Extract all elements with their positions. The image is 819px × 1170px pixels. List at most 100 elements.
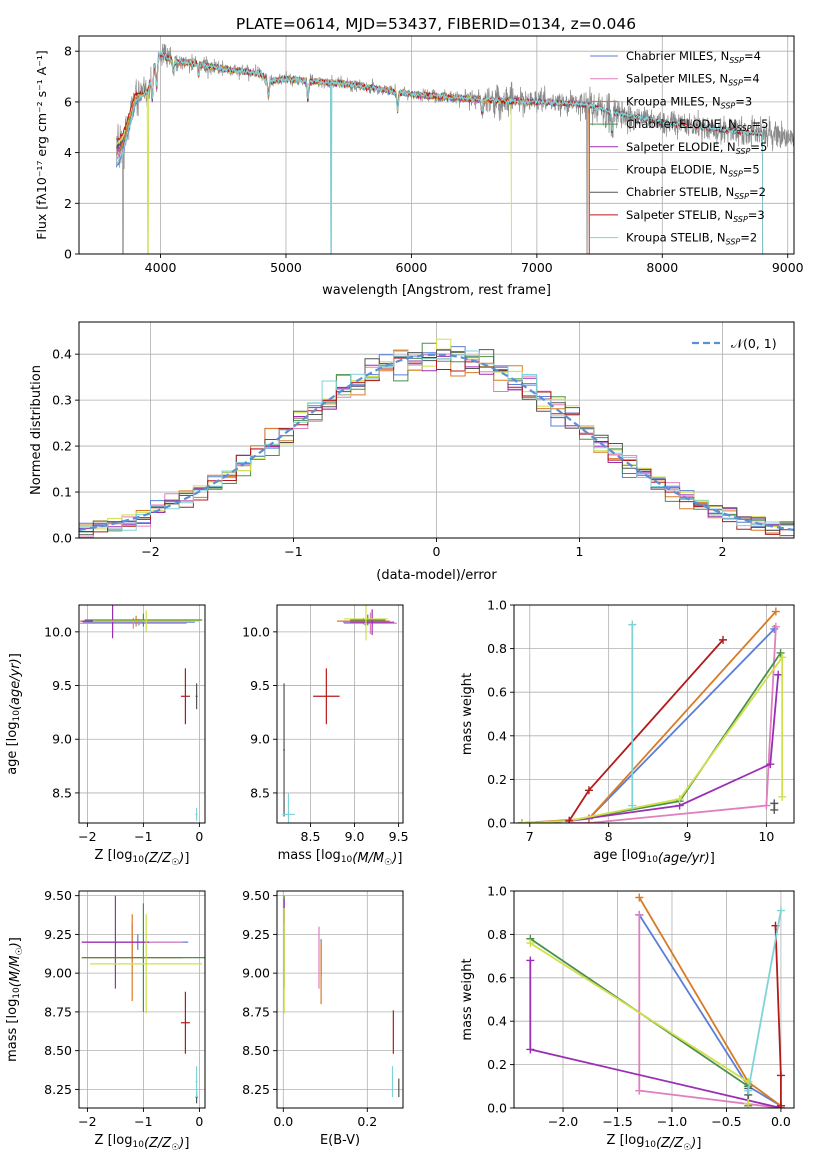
weight-marker <box>776 648 785 657</box>
legend-entry-7: Salpeter STELIB, NSSP=3 <box>626 208 765 224</box>
y-tick-label: 0.0 <box>487 816 507 831</box>
y-tick-label: 8.25 <box>242 1082 270 1097</box>
weight-line-1 <box>569 626 777 823</box>
plot-mass_vs_ebv: 0.0 0.2 8.25 8.50 8.75 9.00 9.25 9.50 E(B-V) <box>242 888 404 1148</box>
y-tick-label: 8.50 <box>242 1043 270 1058</box>
errorbar-point-7 <box>313 668 340 725</box>
y-tick-label: 0.4 <box>487 728 507 743</box>
errorbar-point-7 <box>180 991 190 1054</box>
x-tick-label: 9.5 <box>389 829 409 844</box>
weight-marker <box>526 939 535 948</box>
plot-area <box>282 605 397 823</box>
x-tick-label: 5000 <box>270 260 302 275</box>
y-tick-label: 0.4 <box>487 1014 507 1029</box>
x-tick-label: −2 <box>78 829 96 844</box>
weight-marker <box>774 670 783 679</box>
reference-legend-label: 𝒩(0, 1) <box>731 336 777 351</box>
plot-age_vs_Z: −2 −1 0 8.5 9.0 9.5 10.0 Z [log10(Z/Z☉)] age [lo… <box>5 604 206 868</box>
y-tick-label: 8.50 <box>44 1043 72 1058</box>
x-axis-label: age [log10(age/yr)] <box>593 848 715 866</box>
x-axis-label: mass [log10(M/M☉)] <box>278 848 403 868</box>
y-tick-label: 0.2 <box>487 772 507 787</box>
y-tick-label: 8.75 <box>242 1004 270 1019</box>
weight-line-5 <box>521 654 784 823</box>
weight-marker <box>762 801 771 810</box>
errorbar-point-8 <box>195 807 198 821</box>
errorbar-point-4 <box>350 609 395 636</box>
y-axis-label: mass [log10(M/M☉)] <box>5 937 25 1062</box>
weight-marker <box>771 607 780 616</box>
y-tick-label: 0.8 <box>487 927 507 942</box>
weight-line-3 <box>521 652 782 823</box>
y-tick-label: 1.0 <box>487 598 507 613</box>
errorbar-point-4 <box>81 895 149 989</box>
legend-entry-8: Kroupa STELIB, NSSP=2 <box>626 231 757 247</box>
errorbar-point-8 <box>282 792 295 823</box>
x-tick-label: 6000 <box>396 260 428 275</box>
y-tick-label: 8 <box>64 44 72 59</box>
y-tick-label: 9.50 <box>242 888 270 903</box>
weight-marker <box>771 622 780 631</box>
legend-entry-5: Kroupa ELODIE, NSSP=5 <box>626 163 760 179</box>
weight-line-8 <box>747 910 782 1091</box>
plot-mass_vs_Z: −2 −1 0 8.25 8.50 8.75 9.00 9.25 9.50 Z [log10(Z/… <box>5 888 206 1153</box>
x-axis-label: E(B-V) <box>320 1133 360 1148</box>
x-tick-label: 8.5 <box>301 829 321 844</box>
weight-marker <box>526 956 535 965</box>
legend-entry-3: Chabrier ELODIE, NSSP=5 <box>626 117 768 133</box>
y-axis-label: mass weight <box>460 958 475 1040</box>
x-axis-label: Z [log10(Z/Z☉)] <box>95 1133 190 1153</box>
legend-entry-1: Salpeter MILES, NSSP=4 <box>626 72 760 88</box>
y-tick-label: 8.75 <box>44 1004 72 1019</box>
weight-marker <box>584 786 593 795</box>
x-tick-label: 4000 <box>145 260 177 275</box>
errorbar-point-3 <box>350 614 386 626</box>
errorbar-point-5 <box>343 605 389 641</box>
x-tick-label: 0 <box>195 829 203 844</box>
legend-entry-4: Salpeter ELODIE, NSSP=5 <box>626 140 767 156</box>
x-tick-label: −2 <box>78 1114 96 1129</box>
x-tick-label: 8 <box>605 829 613 844</box>
x-tick-label: 0.2 <box>357 1114 377 1129</box>
x-axis-label: (data-model)/error <box>376 568 497 583</box>
weight-marker <box>635 910 644 919</box>
x-axis-label: Z [log10(Z/Z☉)] <box>607 1133 702 1153</box>
weight-marker <box>635 1086 644 1095</box>
errorbar-point-6 <box>195 683 198 710</box>
y-tick-label: 2 <box>64 196 72 211</box>
plot-area <box>283 895 400 1098</box>
plot-area <box>526 893 785 1108</box>
figure-title: PLATE=0614, MJD=53437, FIBERID=0134, z=0… <box>236 15 636 33</box>
plot-frame <box>513 604 795 824</box>
y-tick-label: 8.25 <box>44 1082 72 1097</box>
plot-mw_vs_age: 7 8 9 10 0.0 0.2 0.4 0.6 0.8 1.0 age [log10(age/yr… <box>460 598 795 866</box>
y-tick-label: 0.4 <box>52 347 72 362</box>
plot-frame <box>513 890 795 1109</box>
errorbar-point-1 <box>343 612 397 634</box>
y-tick-label: 9.00 <box>44 966 72 981</box>
weight-marker <box>770 799 779 808</box>
y-tick-label: 0.6 <box>487 685 507 700</box>
x-tick-label: 9000 <box>772 260 804 275</box>
x-tick-label: 9 <box>684 829 692 844</box>
y-tick-label: 4 <box>64 145 72 160</box>
x-tick-label: 0 <box>433 544 441 559</box>
legend-entry-0: Chabrier MILES, NSSP=4 <box>626 49 761 65</box>
y-axis-label: Normed distribution <box>29 365 44 495</box>
y-tick-label: 0.3 <box>52 393 72 408</box>
weight-line-2 <box>638 897 782 1107</box>
weight-line-7 <box>568 639 724 822</box>
y-tick-label: 8.5 <box>52 785 72 800</box>
x-tick-label: 2 <box>719 544 727 559</box>
y-tick-label: 0.6 <box>487 970 507 985</box>
y-tick-label: 0.2 <box>487 1057 507 1072</box>
weight-line-0 <box>638 914 782 1107</box>
y-tick-label: 6 <box>64 94 72 109</box>
y-tick-label: 9.5 <box>52 678 72 693</box>
weight-marker <box>766 760 775 769</box>
y-tick-label: 0.1 <box>52 485 72 500</box>
errorbar-point-7 <box>180 668 190 725</box>
histogram-8 <box>79 350 794 531</box>
y-tick-label: 9.50 <box>44 888 72 903</box>
errorbar-point-5 <box>93 610 200 632</box>
